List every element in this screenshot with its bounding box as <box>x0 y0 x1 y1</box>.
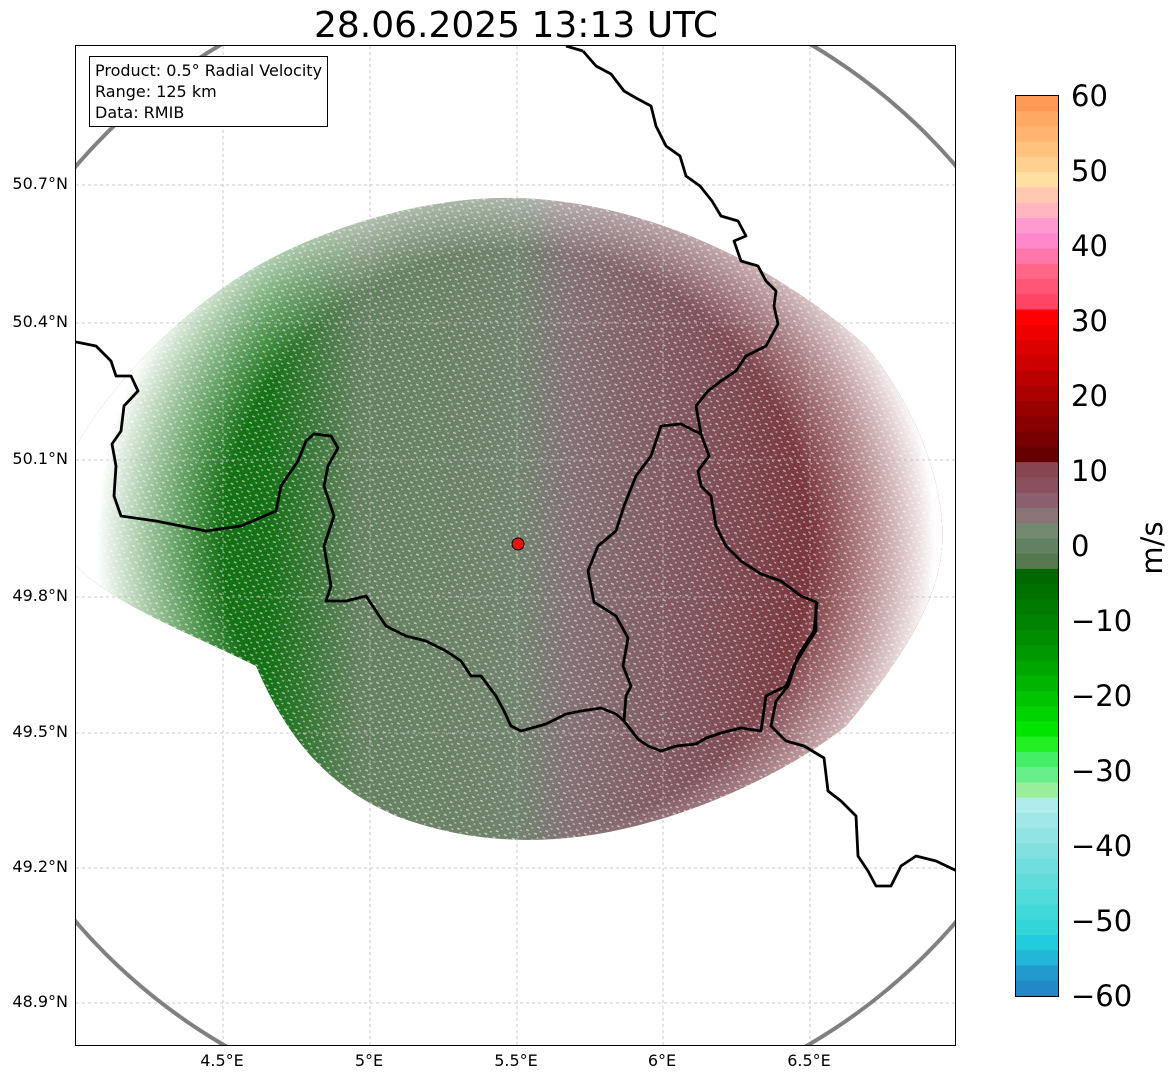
colorbar-swatch <box>1016 675 1058 692</box>
country-borders <box>76 46 955 888</box>
colorbar-swatch <box>1016 797 1058 814</box>
map-title: 28.06.2025 13:13 UTC <box>313 5 719 46</box>
colorbar-swatch <box>1016 721 1058 738</box>
lat-label-49-2: 49.2°N <box>12 857 68 876</box>
lat-label-50-1: 50.1°N <box>12 449 68 468</box>
colorbar-swatch <box>1016 599 1058 616</box>
colorbar-swatch <box>1016 233 1058 250</box>
radar-map[interactable] <box>75 45 956 1046</box>
colorbar-swatch <box>1016 218 1058 234</box>
lon-label-6: 6°E <box>647 1051 677 1070</box>
colorbar-swatch <box>1016 309 1058 326</box>
lat-label-49-8: 49.8°N <box>12 586 68 605</box>
colorbar-swatch <box>1016 690 1058 707</box>
colorbar-tick-minus-40: −40 <box>1071 829 1133 863</box>
lat-label-48-9: 48.9°N <box>12 992 68 1011</box>
colorbar-swatch <box>1016 828 1058 845</box>
colorbar-swatch <box>1016 950 1058 967</box>
colorbar-swatch <box>1016 279 1058 295</box>
colorbar-tick-minus-50: −50 <box>1071 904 1133 938</box>
colorbar-swatch <box>1016 660 1058 677</box>
colorbar-swatch <box>1016 370 1058 387</box>
colorbar-swatch <box>1016 706 1058 723</box>
colorbar-tick-minus-60: −60 <box>1071 979 1133 1013</box>
lon-label-4-5: 4.5°E <box>200 1051 244 1070</box>
colorbar-swatch <box>1016 416 1058 433</box>
velocity-colorbar <box>1015 95 1059 997</box>
colorbar-swatch <box>1016 751 1058 768</box>
colorbar-swatch <box>1016 538 1058 555</box>
colorbar-swatch <box>1016 141 1058 158</box>
lat-label-50-7: 50.7°N <box>12 174 68 193</box>
colorbar-swatch <box>1016 294 1058 311</box>
colorbar-swatch <box>1016 462 1058 478</box>
lat-label-49-5: 49.5°N <box>12 722 68 741</box>
lon-label-5: 5°E <box>354 1051 384 1070</box>
colorbar-swatch <box>1016 523 1058 539</box>
colorbar-swatch <box>1016 904 1058 921</box>
colorbar-swatch <box>1016 263 1058 280</box>
radar-echo-field <box>76 197 943 840</box>
colorbar-swatch <box>1016 584 1058 600</box>
colorbar-swatch <box>1016 385 1058 402</box>
colorbar-swatch <box>1016 172 1058 189</box>
colorbar-swatch <box>1016 126 1058 143</box>
lon-label-5-5: 5.5°E <box>494 1051 538 1070</box>
colorbar-swatch <box>1016 492 1058 509</box>
colorbar-swatch <box>1016 340 1058 356</box>
colorbar-swatch <box>1016 187 1058 204</box>
colorbar-swatch <box>1016 843 1058 860</box>
colorbar-swatch <box>1016 248 1058 265</box>
colorbar-swatch <box>1016 553 1058 570</box>
colorbar-swatch <box>1016 629 1058 646</box>
colorbar-swatch <box>1016 965 1058 982</box>
colorbar-swatch <box>1016 324 1058 341</box>
colorbar-tick-20: 20 <box>1071 379 1108 413</box>
colorbar-tick-50: 50 <box>1071 154 1108 188</box>
colorbar-swatch <box>1016 568 1058 585</box>
colorbar-tick-60: 60 <box>1071 79 1108 113</box>
radar-site-marker[interactable] <box>511 537 525 551</box>
lat-label-50-4: 50.4°N <box>12 312 68 331</box>
radar-map-canvas <box>76 46 955 1045</box>
colorbar-swatch <box>1016 401 1058 417</box>
colorbar-swatch <box>1016 934 1058 951</box>
colorbar-swatch <box>1016 873 1058 890</box>
lon-label-6-5: 6.5°E <box>787 1051 831 1070</box>
colorbar-swatch <box>1016 507 1058 524</box>
colorbar-unit-label: m/s <box>1135 521 1169 575</box>
colorbar-swatch <box>1016 919 1058 936</box>
colorbar-swatch <box>1016 645 1058 661</box>
colorbar-swatches <box>1016 96 1058 997</box>
colorbar-swatch <box>1016 889 1058 906</box>
product-info-box: Product: 0.5° Radial Velocity Range: 125… <box>89 56 329 127</box>
colorbar-tick-40: 40 <box>1071 229 1108 263</box>
colorbar-tick-minus-10: −10 <box>1071 604 1133 638</box>
colorbar-swatch <box>1016 477 1058 494</box>
colorbar-swatch <box>1016 614 1058 631</box>
colorbar-swatch <box>1016 96 1058 112</box>
product-line: Product: 0.5° Radial Velocity <box>95 61 323 80</box>
data-source-line: Data: RMIB <box>95 103 185 122</box>
colorbar-swatch <box>1016 202 1058 219</box>
colorbar-tick-minus-30: −30 <box>1071 754 1133 788</box>
colorbar-swatch <box>1016 111 1058 128</box>
colorbar-tick-10: 10 <box>1071 454 1108 488</box>
colorbar-tick-0: 0 <box>1071 529 1090 563</box>
colorbar-swatch <box>1016 157 1058 173</box>
colorbar-tick-30: 30 <box>1071 304 1108 338</box>
colorbar-swatch <box>1016 355 1058 372</box>
colorbar-swatch <box>1016 431 1058 448</box>
colorbar-swatch <box>1016 446 1058 463</box>
colorbar-swatch <box>1016 812 1058 829</box>
colorbar-swatch <box>1016 980 1058 997</box>
colorbar-tick-minus-20: −20 <box>1071 679 1133 713</box>
colorbar-swatch <box>1016 767 1058 784</box>
colorbar-swatch <box>1016 858 1058 875</box>
range-line: Range: 125 km <box>95 82 217 101</box>
colorbar-swatch <box>1016 736 1058 753</box>
colorbar-swatch <box>1016 782 1058 799</box>
